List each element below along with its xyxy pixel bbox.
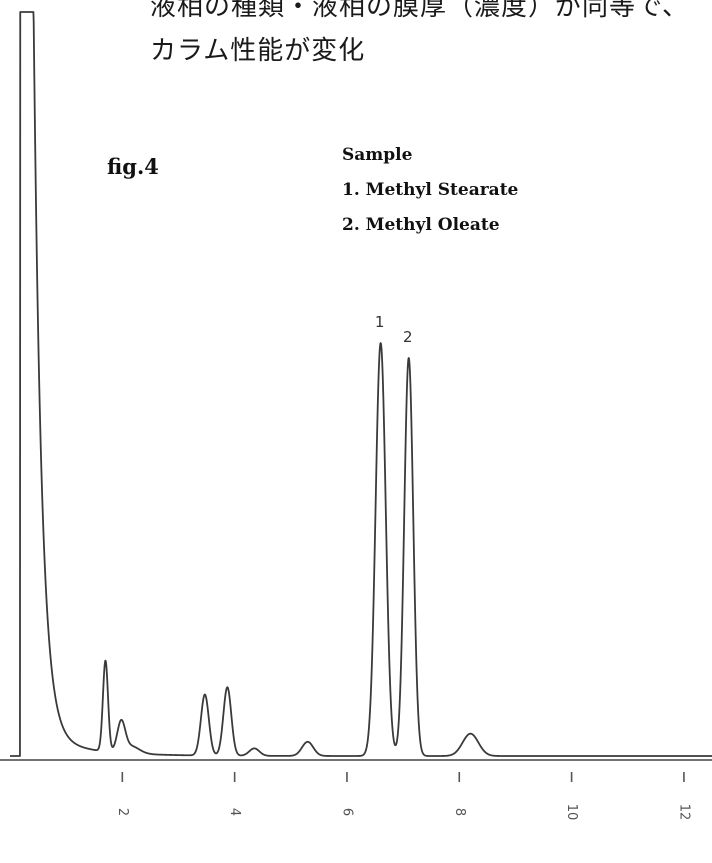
x-tick-label: 2 [115,808,130,816]
x-tick-label: 4 [227,808,242,816]
chromatogram-trace [9,11,712,757]
sample-legend: Sample 1. Methyl Stearate 2. Methyl Olea… [342,138,518,243]
header-line-2: カラム性能が変化 [150,36,366,66]
legend-item-2: 2. Methyl Oleate [342,215,500,235]
figure-label: fig.4 [107,154,159,179]
x-tick-label: 6 [339,808,354,816]
header-line-1: 液相の種類・液相の膜厚（濃度）が同等で、 [150,0,689,22]
x-tick-label: 8 [452,808,467,816]
legend-item-1: 1. Methyl Stearate [342,180,519,200]
peak-label-2: 2 [403,328,413,346]
x-tick-label: 12 [676,804,691,821]
legend-title: Sample [342,145,413,165]
peak-label-1: 1 [375,313,385,331]
x-tick-label: 10 [564,804,579,821]
